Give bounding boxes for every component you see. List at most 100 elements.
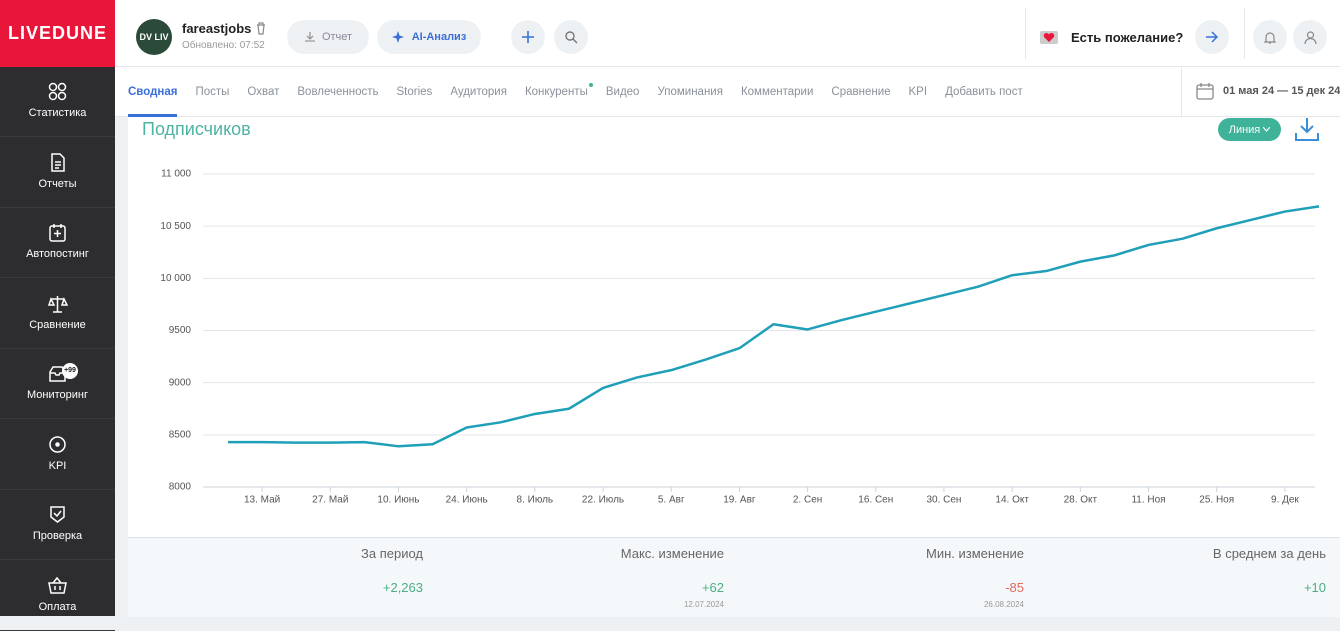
x-tick-label: 11. Ноя: [1131, 495, 1165, 506]
x-tick-label: 13. Май: [244, 495, 280, 506]
stat-label: За период: [361, 546, 423, 561]
nav-icon: [51, 152, 65, 172]
y-tick-label: 10 000: [160, 273, 191, 284]
calendar-icon[interactable]: [1196, 82, 1214, 100]
tab[interactable]: KPI: [908, 86, 928, 98]
add-button[interactable]: [511, 20, 545, 54]
export-icon[interactable]: [1294, 117, 1320, 143]
x-tick-label: 27. Май: [312, 495, 348, 506]
chart: Подписчиков 8000 8500 9000 9500 10 000 10 500…: [142, 119, 1320, 506]
logo[interactable]: LIVEDUNE: [0, 0, 115, 67]
tab[interactable]: Видео: [605, 86, 640, 98]
tab[interactable]: Посты: [195, 86, 230, 98]
nav-item[interactable]: Мониторинг +99: [0, 349, 115, 419]
date-range[interactable]: 01 мая 24 — 15 дек 24: [1223, 85, 1340, 97]
line-series: [228, 205, 1320, 448]
y-tick-label: 11 000: [161, 169, 191, 180]
ai-label: AI-Анализ: [411, 31, 467, 43]
y-tick-label: 8500: [169, 429, 192, 440]
nav-icon: [48, 576, 67, 594]
feedback-button[interactable]: [1195, 20, 1229, 54]
x-tick-label: 24. Июнь: [446, 495, 488, 506]
user-icon: [1303, 30, 1317, 44]
tab[interactable]: Упоминания: [657, 86, 723, 98]
x-tick-label: 10. Июнь: [377, 495, 419, 506]
stat-date: 12.07.2024: [683, 600, 724, 609]
nav-icon: [50, 506, 65, 523]
nav-item[interactable]: Статистика: [0, 67, 115, 137]
y-tick-label: 10 500: [160, 221, 191, 232]
updated: Обновлено: 07:52: [182, 40, 265, 51]
tab[interactable]: Stories: [396, 86, 433, 98]
x-tick-label: 14. Окт: [995, 495, 1029, 506]
nav-label: Статистика: [28, 107, 87, 119]
x-tick-label: 9. Дек: [1271, 495, 1299, 506]
x-tick-label: 8. Июль: [517, 495, 554, 506]
feedback[interactable]: Есть пожелание?: [1071, 30, 1184, 45]
trash-icon[interactable]: [255, 22, 267, 35]
nav-item[interactable]: Автопостинг: [0, 208, 115, 278]
stat-value: +2,263: [382, 580, 423, 595]
x-tick-label: 30. Сен: [926, 495, 961, 506]
tab[interactable]: Охват: [247, 86, 280, 98]
nav-icon: [48, 295, 68, 313]
nav-item[interactable]: Сравнение: [0, 279, 115, 349]
x-tick-label: 19. Авг: [723, 495, 756, 506]
tab[interactable]: Сравнение: [831, 86, 891, 98]
nav-icon: [49, 435, 66, 453]
chart-mode-button[interactable]: Линия: [1218, 118, 1281, 141]
search-icon: [564, 30, 577, 43]
nav-item[interactable]: Оплата: [0, 561, 115, 631]
nav-label: Отчеты: [38, 177, 77, 190]
tab[interactable]: Вовлеченность: [297, 86, 379, 98]
heart-icon: [1040, 31, 1058, 44]
avatar[interactable]: DV LIV: [136, 19, 172, 55]
account-name[interactable]: fareastjobs: [182, 21, 252, 36]
tab[interactable]: Конкуренты: [525, 67, 593, 117]
x-tick-label: 16. Сен: [858, 495, 893, 506]
nav-label: Оплата: [38, 600, 77, 613]
nav-label: Автопостинг: [26, 248, 89, 260]
nav-label: Проверка: [32, 530, 83, 542]
x-tick-label: 5. Авг: [658, 495, 685, 506]
nav-item[interactable]: KPI: [0, 420, 115, 490]
nav-label: Сравнение: [29, 318, 86, 331]
tab[interactable]: Добавить пост: [945, 86, 1023, 98]
tab[interactable]: Комментарии: [740, 86, 814, 98]
plus-icon: [522, 31, 534, 43]
new-dot: [588, 83, 593, 87]
stat-value: +10: [1303, 580, 1326, 595]
bell-icon: [1264, 31, 1276, 44]
nav-icon: [49, 224, 66, 242]
nav-item[interactable]: Отчеты: [0, 138, 115, 208]
sparkle-icon: [391, 31, 404, 43]
divider: [1025, 8, 1026, 59]
y-tick-label: 8000: [169, 482, 192, 493]
user-button[interactable]: [1293, 20, 1327, 54]
chevron-icon: [1263, 127, 1271, 132]
tab[interactable]: Аудитория: [450, 86, 507, 98]
ai-button[interactable]: AI-Анализ: [377, 20, 481, 54]
tab-bar: Сводная Посты Охват Вовлеченность Stories Ауд…: [115, 67, 1340, 117]
search-button[interactable]: [554, 20, 588, 54]
chart-title: Подписчиков: [142, 119, 251, 139]
badge: +99: [62, 363, 78, 379]
top-bar: DV LIV fareastjobs Обновлено: 07:52 Отче…: [115, 0, 1340, 67]
x-tick-label: 28. Окт: [1064, 495, 1098, 506]
chart-mode: Линия: [1228, 123, 1261, 136]
stat-label: Мин. изменение: [926, 546, 1024, 561]
nav-icon: [48, 82, 67, 101]
download-icon: [304, 32, 315, 42]
stat-date: 26.08.2024: [983, 600, 1024, 609]
y-tick-label: 9000: [169, 377, 192, 388]
sidebar: LIVEDUNE Статистика Отчеты Автопостинг Срав…: [0, 0, 115, 631]
stats-row: За период +2,263 Макс. изменение +62 12.07.2…: [128, 537, 1340, 617]
tab[interactable]: Сводная: [128, 67, 178, 117]
x-tick-label: 2. Сен: [793, 495, 822, 506]
nav-label: Мониторинг: [26, 389, 88, 401]
nav-item[interactable]: Проверка: [0, 490, 115, 560]
report-button[interactable]: Отчет: [287, 20, 369, 54]
notifications-button[interactable]: [1253, 20, 1287, 54]
nav-label: KPI: [48, 459, 67, 472]
